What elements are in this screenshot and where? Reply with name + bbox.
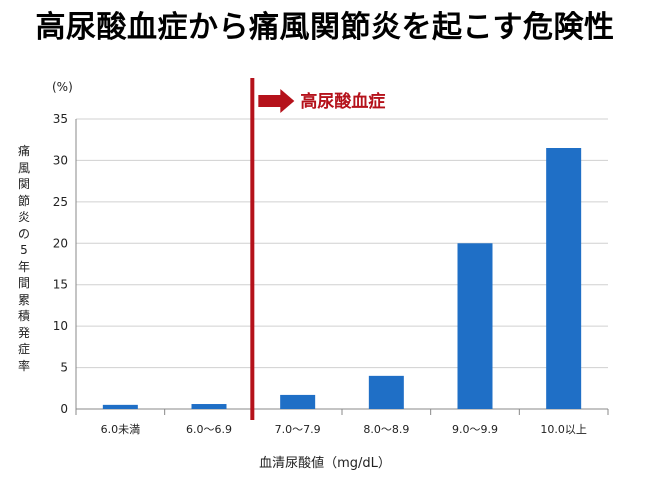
x-tick-label: 8.0～8.9 — [363, 423, 409, 436]
y-axis-title-char: 発 — [17, 325, 30, 340]
x-tick-label: 6.0未満 — [101, 423, 141, 436]
y-tick-label: 35 — [53, 112, 68, 126]
arrow-right-icon — [258, 89, 295, 113]
bar — [280, 394, 316, 409]
y-axis-title-char: 累 — [17, 292, 30, 307]
bar — [457, 243, 493, 409]
annotation-label: 高尿酸血症 — [300, 91, 385, 112]
y-axis-title-char: 痛 — [17, 144, 30, 158]
bar — [191, 404, 227, 409]
x-axis-title: 血清尿酸値（mg/dL） — [259, 456, 391, 471]
y-axis-title-char: 節 — [17, 193, 30, 208]
y-axis-title-char: 炎 — [17, 210, 30, 224]
y-axis-title-char: 率 — [17, 358, 30, 373]
x-tick-label: 9.0～9.9 — [452, 423, 498, 436]
bar — [546, 148, 582, 409]
y-tick-label: 0 — [60, 402, 68, 416]
y-axis-title-char: 風 — [17, 160, 30, 175]
y-tick-label: 20 — [53, 236, 68, 250]
x-tick-label: 6.0～6.9 — [186, 423, 232, 436]
bar — [368, 375, 404, 409]
x-tick-label: 10.0以上 — [540, 423, 587, 436]
y-tick-label: 25 — [53, 195, 68, 209]
y-axis-title-char: 5 — [20, 243, 28, 257]
y-tick-label: 5 — [60, 361, 68, 375]
y-axis-title-char: 年 — [17, 259, 30, 274]
page-title: 高尿酸血症から痛風関節炎を起こす危険性 — [35, 10, 615, 45]
y-tick-label: 15 — [53, 278, 68, 292]
y-axis-title-char: の — [17, 226, 30, 241]
y-axis-title-char: 積 — [17, 309, 30, 323]
x-tick-label: 7.0～7.9 — [275, 423, 321, 436]
y-axis-title-char: 関 — [17, 177, 30, 191]
y-axis-title: 痛風関節炎の 5 年間累積発症率 — [16, 143, 32, 374]
y-tick-label: 30 — [53, 153, 68, 167]
y-axis-title-char: 間 — [17, 276, 30, 290]
y-tick-label: 10 — [53, 319, 68, 333]
bar — [102, 404, 138, 409]
y-axis-title-char: 症 — [17, 342, 30, 356]
y-unit-label: (%) — [52, 80, 73, 94]
